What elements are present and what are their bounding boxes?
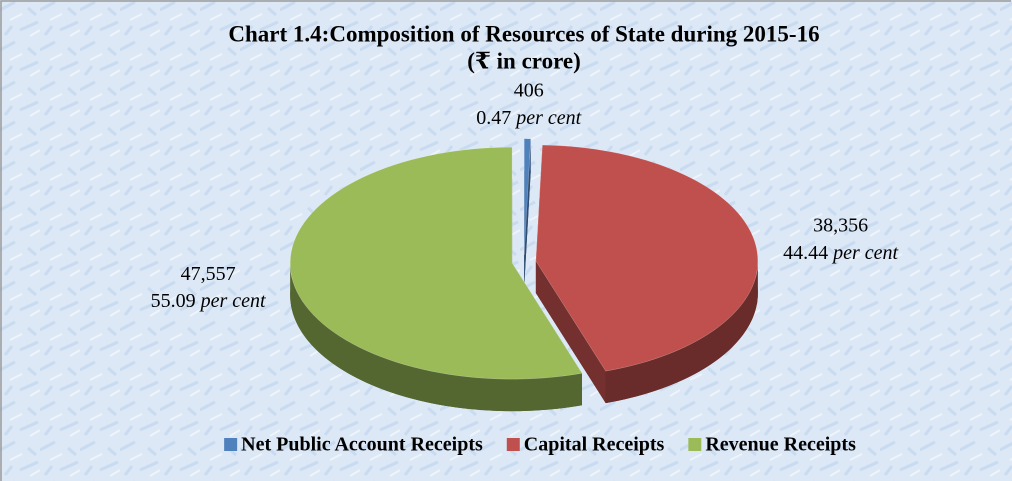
- percent-value: 55.09: [151, 290, 196, 312]
- percent-label: 0.47 per cent: [476, 107, 581, 129]
- percent-value: 0.47: [476, 107, 511, 129]
- slice: [523, 138, 532, 255]
- legend-swatch: [506, 438, 520, 451]
- percent-label: 55.09 per cent: [151, 290, 266, 312]
- percent-value: 44.44: [783, 242, 828, 264]
- value-label: 38,356: [813, 215, 868, 237]
- slice: [289, 146, 583, 380]
- percent-unit: per cent: [199, 290, 266, 312]
- chart-title: Chart 1.4:Composition of Resources of St…: [228, 21, 819, 46]
- slice-wall: [290, 263, 583, 412]
- percent-unit: per cent: [514, 107, 581, 129]
- slice-wall: [605, 260, 758, 404]
- legend: Net Public Account Receipts Capital Recei…: [224, 434, 856, 456]
- value-label: 406: [514, 80, 544, 102]
- chart-subtitle: (₹ in crore): [467, 48, 581, 73]
- percent-unit: per cent: [831, 242, 898, 264]
- percent-label: 44.44 per cent: [783, 242, 898, 264]
- legend-label: Capital Receipts: [524, 434, 665, 456]
- legend-swatch: [688, 438, 702, 451]
- legend-swatch: [224, 438, 238, 451]
- slice: [535, 144, 759, 372]
- value-label: 47,557: [181, 263, 236, 285]
- slice-cut: [535, 260, 606, 404]
- pie: [289, 138, 759, 412]
- legend-label: Revenue Receipts: [705, 434, 856, 456]
- legend-label: Net Public Account Receipts: [241, 434, 483, 456]
- slice-cut: [524, 138, 531, 287]
